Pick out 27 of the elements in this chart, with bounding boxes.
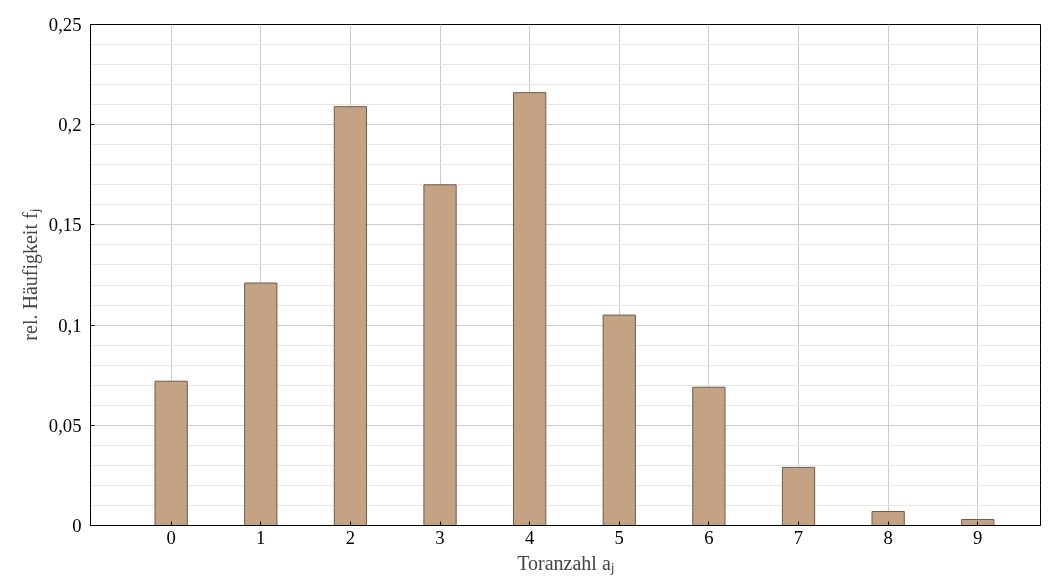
bar <box>244 282 278 526</box>
bar <box>333 106 368 526</box>
x-tick-label: 2 <box>345 526 356 548</box>
y-tick-label: 0,05 <box>48 414 82 436</box>
bar <box>423 184 457 526</box>
bar <box>961 518 995 526</box>
y-tick-label: 0,2 <box>58 114 82 136</box>
bar <box>513 92 547 526</box>
x-tick-label: 5 <box>614 526 624 548</box>
x-tick-label: 4 <box>524 526 535 548</box>
y-tick-label: 0,1 <box>58 314 82 336</box>
x-tick-label: 0 <box>166 526 176 548</box>
x-tick-label: 3 <box>435 526 445 548</box>
bar <box>692 386 726 526</box>
x-tick-label: 7 <box>793 526 804 548</box>
bar <box>781 466 816 526</box>
x-axis-title: Toranzahl aⱼ <box>517 551 614 575</box>
x-tick-label: 1 <box>256 526 266 548</box>
bar <box>602 314 636 526</box>
y-axis-title: rel. Häufigkeit fⱼ <box>18 209 42 341</box>
y-tick-label: 0,15 <box>48 214 82 236</box>
bar <box>154 380 188 526</box>
bar <box>871 510 905 526</box>
x-tick-label: 9 <box>973 526 983 548</box>
y-tick-label: 0,25 <box>48 14 82 35</box>
x-tick-label: 8 <box>883 526 893 548</box>
x-tick-label: 6 <box>704 526 714 548</box>
